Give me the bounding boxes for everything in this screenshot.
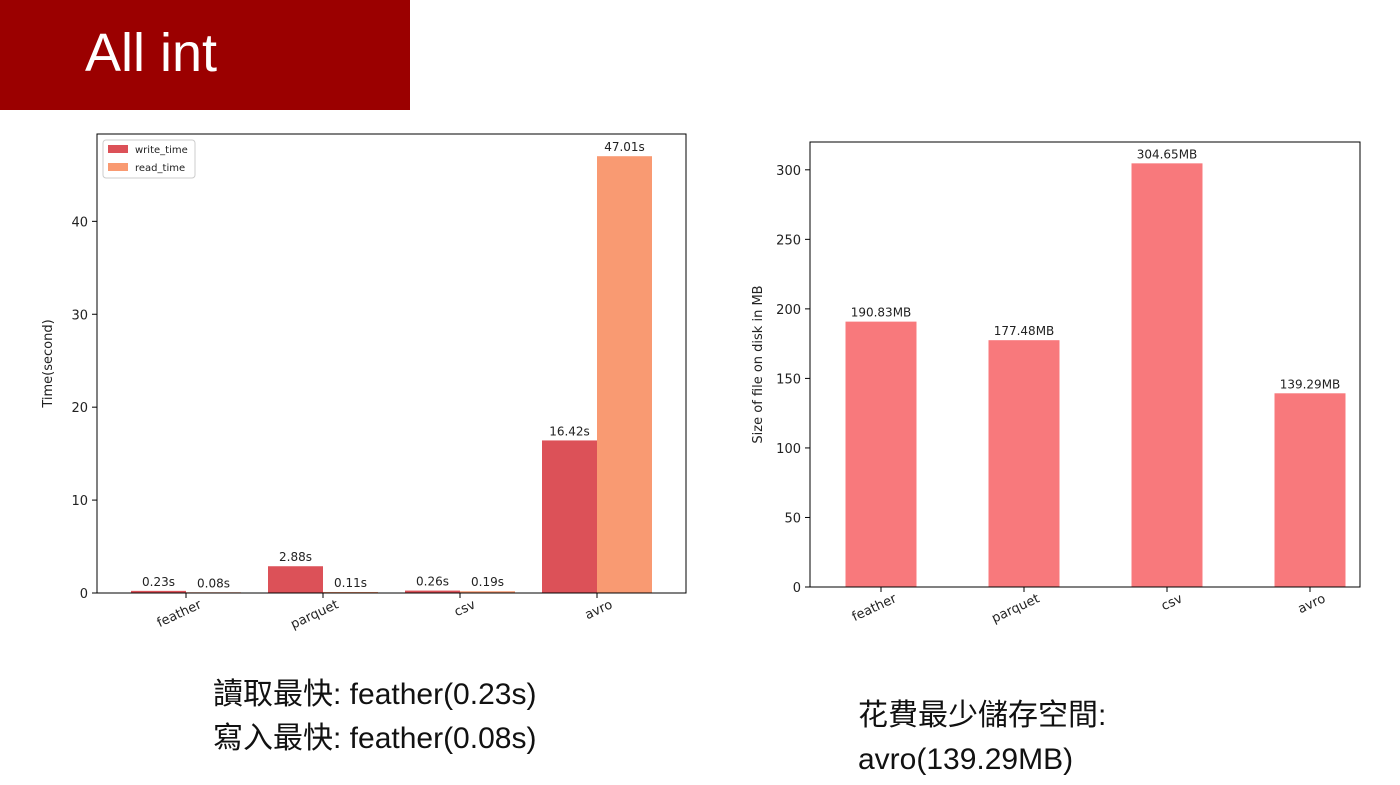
value-label: 177.48MB bbox=[994, 324, 1055, 338]
legend-swatch bbox=[108, 163, 128, 171]
x-tick-label: parquet bbox=[289, 597, 341, 632]
legend-swatch bbox=[108, 145, 128, 153]
caption-line: 讀取最快: feather(0.23s) bbox=[213, 678, 537, 711]
value-label: 304.65MB bbox=[1137, 147, 1198, 161]
y-tick-label: 250 bbox=[776, 233, 801, 248]
x-tick-label: avro bbox=[1296, 591, 1328, 617]
y-tick-label: 200 bbox=[776, 303, 801, 318]
bar bbox=[1274, 393, 1346, 587]
plot-frame bbox=[809, 141, 1361, 588]
caption-line: 花費最少儲存空間: bbox=[858, 699, 1107, 732]
title-banner: All int bbox=[0, 0, 410, 110]
value-label: 139.29MB bbox=[1280, 377, 1341, 391]
bar bbox=[597, 156, 652, 594]
y-tick-label: 30 bbox=[71, 308, 88, 323]
x-tick-label: csv bbox=[452, 597, 478, 620]
legend-label: read_time bbox=[135, 163, 185, 174]
y-tick-label: 300 bbox=[776, 164, 801, 179]
y-tick-label: 40 bbox=[71, 215, 88, 230]
value-label: 47.01s bbox=[604, 140, 645, 154]
y-tick-label: 20 bbox=[71, 401, 88, 416]
bar bbox=[1131, 163, 1203, 587]
y-axis-label: Time(second) bbox=[41, 319, 56, 408]
caption-line: 寫入最快: feather(0.08s) bbox=[213, 722, 537, 755]
value-label: 16.42s bbox=[549, 424, 590, 438]
x-tick-label: parquet bbox=[990, 591, 1042, 626]
y-tick-label: 10 bbox=[71, 494, 88, 509]
y-tick-label: 0 bbox=[80, 587, 88, 602]
caption-left: 讀取最快: feather(0.23s) 寫入最快: feather(0.08s… bbox=[213, 673, 536, 761]
value-label: 0.23s bbox=[142, 575, 175, 589]
value-label: 2.88s bbox=[279, 550, 312, 564]
plot-frame bbox=[96, 133, 687, 594]
value-label: 190.83MB bbox=[851, 306, 912, 320]
bar bbox=[988, 340, 1060, 587]
bar bbox=[131, 590, 186, 593]
x-tick-label: feather bbox=[850, 591, 900, 625]
y-tick-label: 50 bbox=[784, 511, 801, 526]
y-tick-label: 0 bbox=[793, 581, 801, 596]
bar bbox=[460, 591, 515, 593]
caption-right: 花費最少儲存空間: avro(139.29MB) bbox=[858, 694, 1106, 782]
y-axis-label: Size of file on disk in MB bbox=[751, 285, 766, 443]
y-tick-label: 150 bbox=[776, 372, 801, 387]
legend-label: write_time bbox=[135, 145, 188, 156]
x-tick-label: avro bbox=[583, 597, 615, 623]
bar bbox=[323, 591, 378, 593]
bar bbox=[268, 566, 323, 593]
x-tick-label: csv bbox=[1159, 591, 1185, 614]
caption-line: avro(139.29MB) bbox=[858, 743, 1074, 776]
value-label: 0.26s bbox=[416, 575, 449, 589]
x-tick-label: feather bbox=[155, 597, 205, 631]
slide-title: All int bbox=[85, 23, 218, 83]
value-label: 0.08s bbox=[197, 576, 230, 590]
bar bbox=[845, 321, 917, 587]
bar bbox=[542, 440, 597, 593]
value-label: 0.11s bbox=[334, 576, 367, 590]
bar bbox=[405, 590, 460, 593]
value-label: 0.19s bbox=[471, 575, 504, 589]
y-tick-label: 100 bbox=[776, 442, 801, 457]
